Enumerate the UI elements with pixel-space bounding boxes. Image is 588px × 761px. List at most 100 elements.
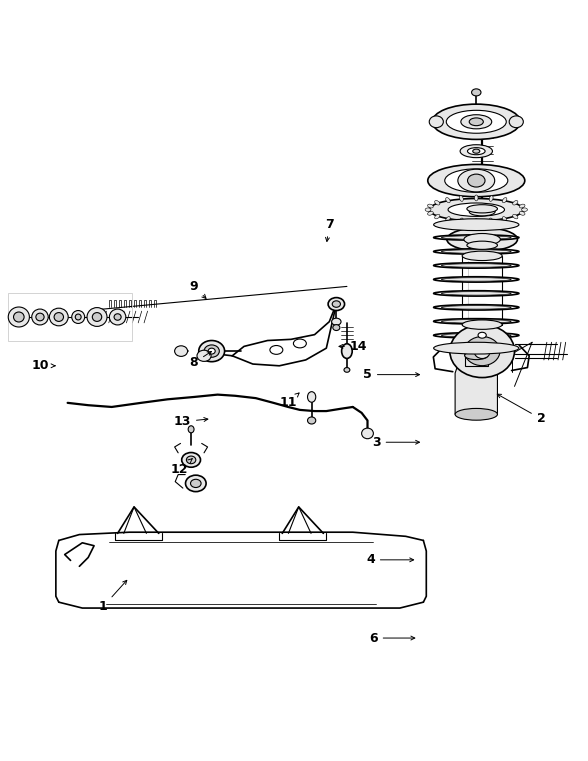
Ellipse shape bbox=[442, 250, 511, 253]
Ellipse shape bbox=[502, 217, 507, 221]
Ellipse shape bbox=[191, 479, 201, 488]
Ellipse shape bbox=[509, 116, 523, 128]
Ellipse shape bbox=[435, 201, 440, 205]
Ellipse shape bbox=[442, 291, 511, 295]
Ellipse shape bbox=[455, 409, 497, 420]
Ellipse shape bbox=[519, 212, 525, 215]
Ellipse shape bbox=[434, 304, 519, 310]
Ellipse shape bbox=[333, 325, 340, 330]
Ellipse shape bbox=[434, 263, 519, 268]
Text: 6: 6 bbox=[369, 632, 415, 645]
Ellipse shape bbox=[446, 198, 450, 202]
Ellipse shape bbox=[467, 174, 485, 187]
Ellipse shape bbox=[434, 333, 519, 338]
Ellipse shape bbox=[429, 116, 443, 128]
Ellipse shape bbox=[427, 164, 525, 197]
Ellipse shape bbox=[442, 333, 511, 337]
Ellipse shape bbox=[450, 325, 514, 377]
Text: 3: 3 bbox=[372, 436, 419, 449]
Ellipse shape bbox=[270, 345, 283, 355]
Ellipse shape bbox=[519, 204, 525, 208]
Ellipse shape bbox=[465, 336, 500, 365]
Ellipse shape bbox=[464, 234, 500, 245]
Ellipse shape bbox=[445, 169, 508, 193]
Ellipse shape bbox=[459, 196, 463, 202]
Ellipse shape bbox=[75, 314, 81, 320]
Ellipse shape bbox=[332, 318, 341, 325]
Ellipse shape bbox=[513, 215, 518, 219]
Ellipse shape bbox=[478, 333, 486, 338]
Ellipse shape bbox=[434, 277, 519, 282]
Text: 11: 11 bbox=[279, 393, 299, 409]
Ellipse shape bbox=[434, 219, 519, 231]
Ellipse shape bbox=[435, 215, 440, 219]
Ellipse shape bbox=[175, 345, 188, 356]
Ellipse shape bbox=[434, 342, 519, 354]
Ellipse shape bbox=[467, 205, 497, 213]
Ellipse shape bbox=[92, 313, 102, 321]
Ellipse shape bbox=[308, 392, 316, 403]
Ellipse shape bbox=[182, 453, 201, 467]
Ellipse shape bbox=[489, 196, 493, 202]
Ellipse shape bbox=[188, 425, 194, 433]
Ellipse shape bbox=[186, 456, 196, 463]
Ellipse shape bbox=[8, 307, 29, 327]
Ellipse shape bbox=[72, 310, 85, 323]
Ellipse shape bbox=[472, 89, 481, 96]
Ellipse shape bbox=[469, 208, 495, 216]
Ellipse shape bbox=[475, 218, 478, 224]
Ellipse shape bbox=[434, 319, 519, 324]
Ellipse shape bbox=[459, 218, 463, 224]
Bar bbox=[8, 294, 132, 340]
Ellipse shape bbox=[434, 235, 519, 240]
Ellipse shape bbox=[448, 203, 505, 216]
Text: 14: 14 bbox=[339, 340, 368, 353]
Ellipse shape bbox=[208, 349, 215, 354]
Ellipse shape bbox=[442, 320, 511, 323]
Ellipse shape bbox=[36, 314, 44, 321]
Ellipse shape bbox=[204, 345, 219, 357]
Text: 10: 10 bbox=[31, 359, 55, 372]
Ellipse shape bbox=[467, 148, 485, 154]
Ellipse shape bbox=[114, 314, 121, 320]
Ellipse shape bbox=[109, 309, 126, 325]
Ellipse shape bbox=[49, 308, 68, 326]
Text: 1: 1 bbox=[99, 581, 127, 613]
Ellipse shape bbox=[461, 115, 492, 129]
Ellipse shape bbox=[308, 417, 316, 424]
Ellipse shape bbox=[522, 208, 527, 212]
Ellipse shape bbox=[462, 320, 502, 330]
Ellipse shape bbox=[446, 110, 506, 133]
Ellipse shape bbox=[434, 291, 519, 296]
Text: 9: 9 bbox=[190, 280, 206, 298]
Ellipse shape bbox=[474, 344, 490, 358]
Ellipse shape bbox=[427, 212, 433, 215]
Ellipse shape bbox=[425, 208, 431, 212]
Ellipse shape bbox=[462, 251, 502, 260]
Ellipse shape bbox=[442, 264, 511, 267]
Text: 7: 7 bbox=[325, 218, 333, 241]
Ellipse shape bbox=[199, 340, 225, 361]
Ellipse shape bbox=[513, 201, 518, 205]
Ellipse shape bbox=[344, 368, 350, 372]
Text: 5: 5 bbox=[363, 368, 419, 381]
Text: 12: 12 bbox=[171, 459, 192, 476]
Text: 13: 13 bbox=[173, 416, 208, 428]
Ellipse shape bbox=[328, 298, 345, 310]
Ellipse shape bbox=[502, 198, 507, 202]
Text: 4: 4 bbox=[366, 553, 413, 566]
Ellipse shape bbox=[197, 350, 211, 361]
Ellipse shape bbox=[489, 218, 493, 224]
Ellipse shape bbox=[429, 199, 523, 221]
Ellipse shape bbox=[293, 339, 306, 348]
Ellipse shape bbox=[460, 145, 493, 158]
Ellipse shape bbox=[87, 307, 107, 326]
Ellipse shape bbox=[14, 312, 24, 322]
Polygon shape bbox=[455, 365, 497, 414]
Ellipse shape bbox=[442, 236, 511, 239]
Ellipse shape bbox=[458, 169, 495, 192]
Ellipse shape bbox=[332, 301, 340, 307]
Ellipse shape bbox=[427, 204, 433, 208]
Ellipse shape bbox=[362, 428, 373, 438]
Text: 2: 2 bbox=[497, 394, 545, 425]
